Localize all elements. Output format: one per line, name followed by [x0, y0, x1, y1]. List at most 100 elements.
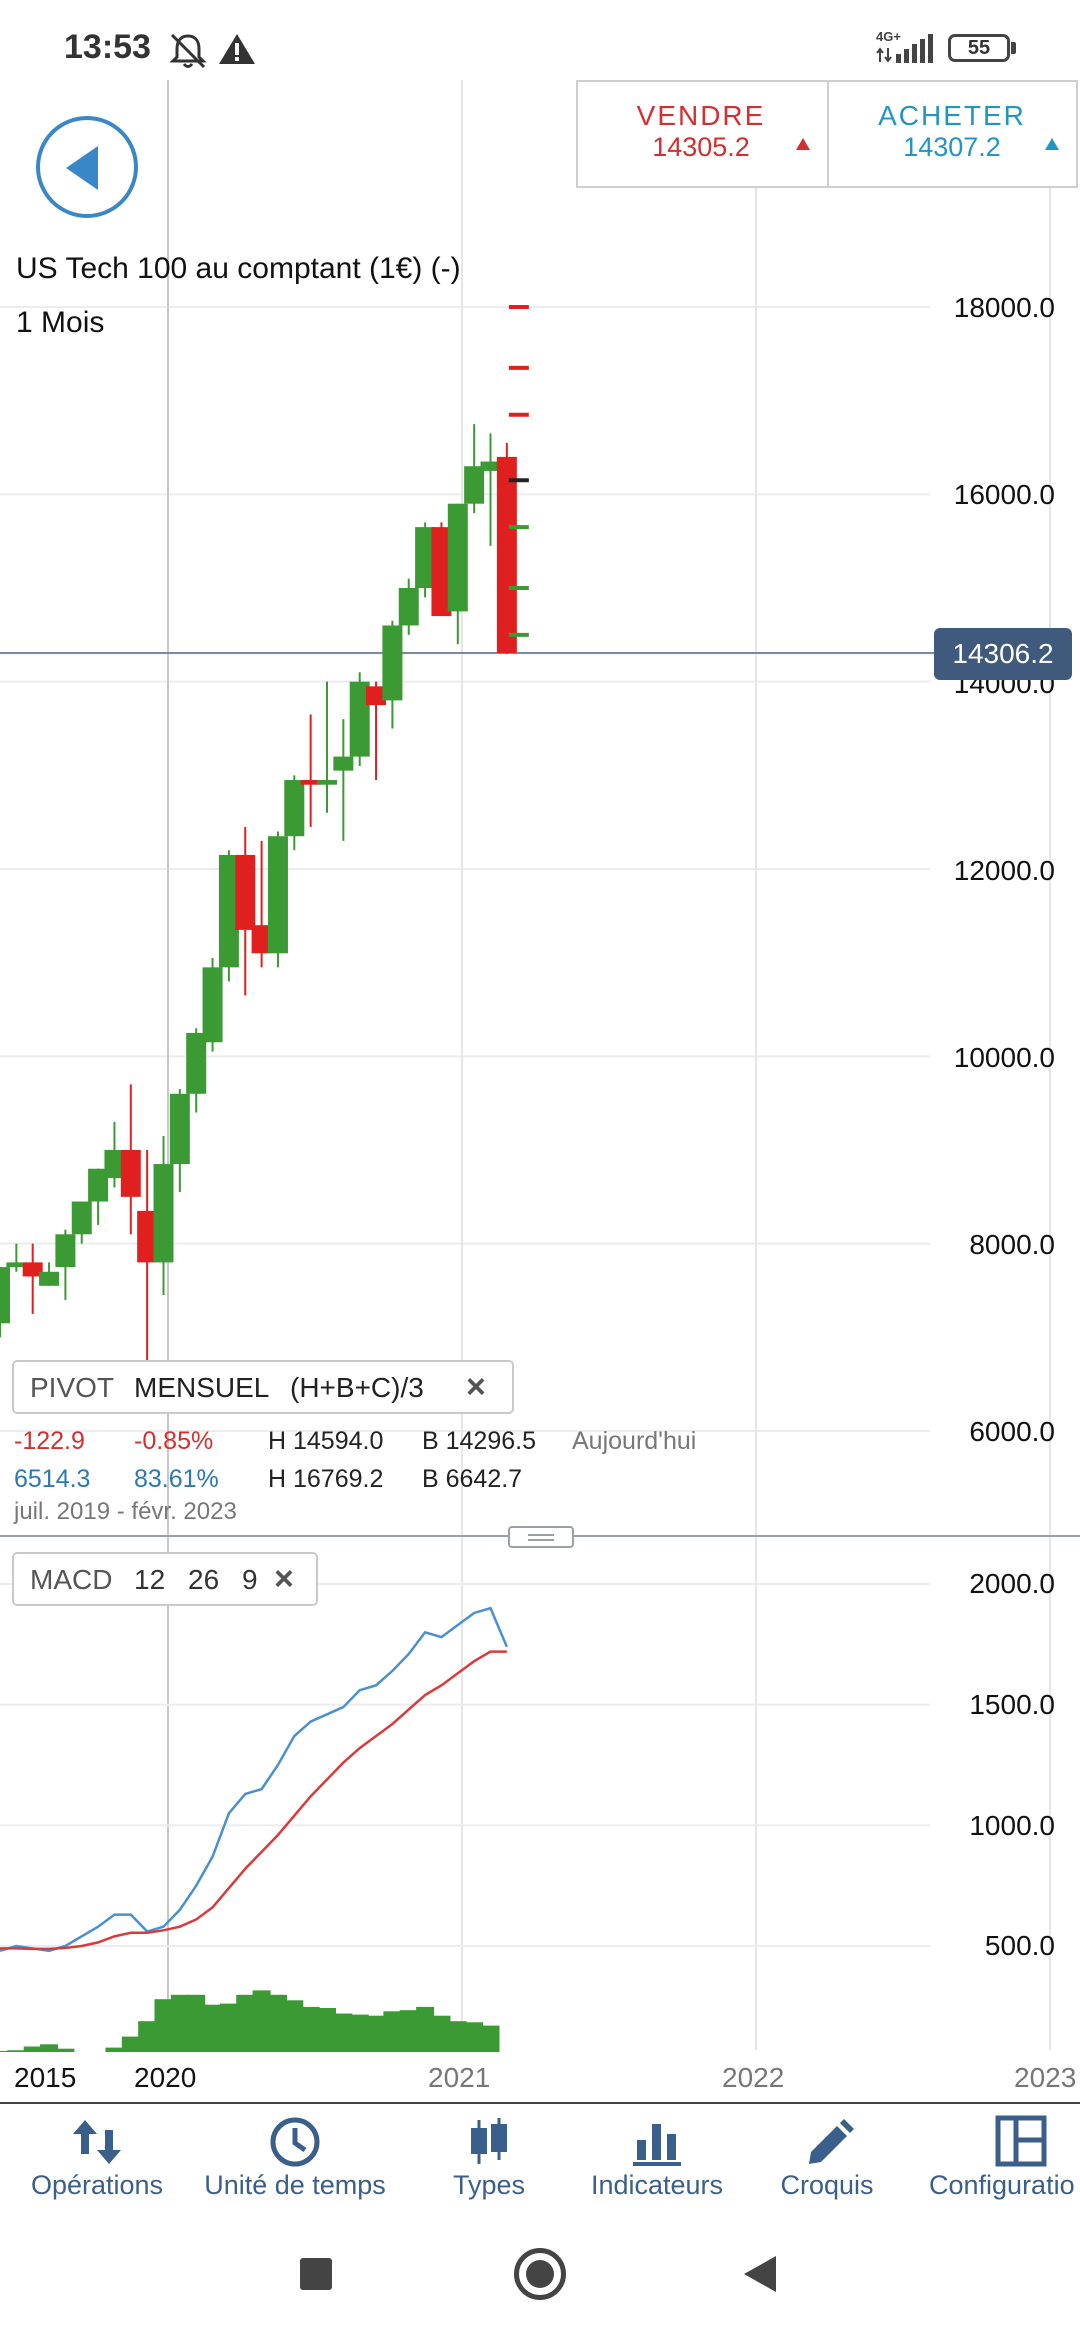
home-button[interactable]	[514, 2248, 566, 2300]
macd-histogram-bar	[301, 2006, 320, 2052]
buy-price: 14307.2	[903, 132, 1001, 162]
swap-arrows-icon	[73, 2120, 121, 2164]
macd-histogram-bar	[252, 1990, 271, 2052]
status-time: 13:53	[64, 28, 151, 66]
close-macd-icon[interactable]: ×	[274, 1560, 294, 1598]
candle-body	[120, 1150, 141, 1197]
macd-histogram-bar	[334, 2013, 353, 2052]
y-tick-label: 18000.0	[953, 292, 1055, 323]
macd-histogram-bar	[187, 1994, 206, 2052]
candle-body	[333, 756, 354, 771]
clock-icon	[270, 2117, 320, 2167]
macd-histogram-bar	[383, 2011, 402, 2052]
candle-body	[366, 686, 387, 706]
price-chart[interactable]	[0, 0, 1080, 2100]
candle-body	[235, 854, 256, 930]
candle-body	[186, 1032, 207, 1094]
buy-label: ACHETER	[878, 100, 1026, 131]
pivot-day-high: H 14594.0	[268, 1427, 384, 1455]
x-tick-label: 2015	[14, 2062, 77, 2093]
battery-tip	[1011, 42, 1016, 54]
splitter-handle[interactable]	[508, 1526, 574, 1548]
pivot-day-pct: -0.85%	[134, 1427, 214, 1455]
sell-label: VENDRE	[636, 100, 766, 131]
macd-chart	[0, 1606, 509, 2052]
toolbar-label: Opérations	[30, 2170, 164, 2200]
pivot-day-low: B 14296.5	[422, 1427, 536, 1455]
y-tick-label: 8000.0	[969, 1229, 1055, 1260]
sell-price: 14305.2	[652, 132, 750, 162]
chart-grid	[0, 80, 1051, 2050]
macd-histogram-bar	[318, 2008, 336, 2052]
pivot-formula: (H+B+C)/3	[290, 1372, 424, 1403]
macd-histogram-bar	[154, 1999, 173, 2052]
close-pivot-icon[interactable]: ×	[466, 1368, 486, 1406]
y-tick-label: 16000.0	[953, 479, 1055, 510]
macd-param-slow: 26	[188, 1564, 220, 1595]
macd-histogram-bar	[121, 2036, 140, 2052]
macd-histogram-bar	[219, 2003, 238, 2052]
pivot-levels	[508, 305, 529, 637]
toolbar-label: Indicateurs	[590, 2170, 724, 2200]
pivot-day-change: -122.9	[14, 1427, 85, 1455]
candle-body	[447, 503, 468, 612]
warning-icon	[219, 34, 255, 64]
macd-histogram-bar	[138, 2021, 157, 2052]
toolbar-drawings[interactable]: Croquis	[722, 2112, 932, 2212]
toolbar-types[interactable]: Types	[384, 2112, 594, 2212]
toolbar-operations[interactable]: Opérations	[0, 2112, 202, 2212]
x-tick-label: 2022	[722, 2062, 785, 2093]
system-back-button[interactable]	[744, 2256, 776, 2292]
candle-body	[267, 836, 288, 954]
macd-histogram-bar	[40, 2044, 59, 2052]
toolbar-configuration[interactable]: Configuratio	[915, 2112, 1080, 2212]
macd-histogram-bar	[203, 2004, 222, 2052]
pivot-day-note: Aujourd'hui	[572, 1427, 697, 1455]
candle-body	[464, 466, 485, 504]
bottom-toolbar	[0, 2102, 1080, 2214]
macd-histogram-bar	[481, 2025, 500, 2052]
candle-body	[153, 1164, 174, 1263]
pivot-indicator-chip[interactable]: PIVOT MENSUEL (H+B+C)/3 ×	[12, 1360, 514, 1414]
candle-body	[398, 588, 419, 626]
back-arrow-icon	[66, 146, 98, 190]
candle-body	[431, 527, 452, 617]
macd-histogram-bar	[23, 2046, 42, 2052]
buy-button[interactable]: ACHETER 14307.2	[829, 84, 1075, 184]
macd-histogram-bar	[432, 2015, 451, 2052]
candle-body	[349, 681, 370, 757]
pencil-icon	[809, 2119, 854, 2164]
back-button[interactable]	[36, 116, 138, 218]
sell-button[interactable]: VENDRE 14305.2	[578, 84, 826, 184]
macd-indicator-chip[interactable]: MACD 12 26 9 ×	[12, 1552, 318, 1606]
macd-histogram-bar	[56, 2048, 75, 2052]
current-price-tag: 14306.2	[934, 628, 1072, 680]
candle-body	[0, 1267, 10, 1324]
candle-body	[6, 1262, 27, 1268]
macd-y-tick-label: 500.0	[984, 1930, 1055, 1961]
macd-param-signal: 9	[242, 1564, 258, 1595]
y-tick-label: 10000.0	[953, 1042, 1055, 1073]
toolbar-timeframe[interactable]: Unité de temps	[190, 2112, 400, 2212]
recents-button[interactable]	[300, 2258, 332, 2290]
pivot-mode: MENSUEL	[134, 1372, 270, 1403]
macd-histogram-bar	[105, 2047, 124, 2052]
pivot-period-pct: 83.61%	[134, 1465, 219, 1493]
macd-y-tick-label: 1000.0	[969, 1810, 1055, 1841]
candle-body	[480, 461, 501, 471]
candle-body	[251, 925, 272, 954]
x-tick-label: 2020	[134, 2062, 197, 2093]
layout-icon	[995, 2115, 1047, 2167]
pivot-period-low: B 6642.7	[422, 1465, 523, 1493]
pivot-period-range: juil. 2019 - févr. 2023	[14, 1498, 237, 1525]
timeframe-label: 1 Mois	[16, 306, 105, 339]
candle-body	[496, 456, 517, 653]
toolbar-label: Configuratio	[929, 2170, 1075, 2200]
sell-up-arrow-icon	[796, 138, 810, 150]
candles	[0, 424, 517, 1371]
x-tick-label: 2021	[428, 2062, 491, 2093]
candle-body	[169, 1093, 190, 1165]
toolbar-indicators[interactable]: Indicateurs	[552, 2112, 762, 2212]
candle-body	[22, 1262, 43, 1277]
macd-histogram-bar	[285, 2000, 304, 2052]
